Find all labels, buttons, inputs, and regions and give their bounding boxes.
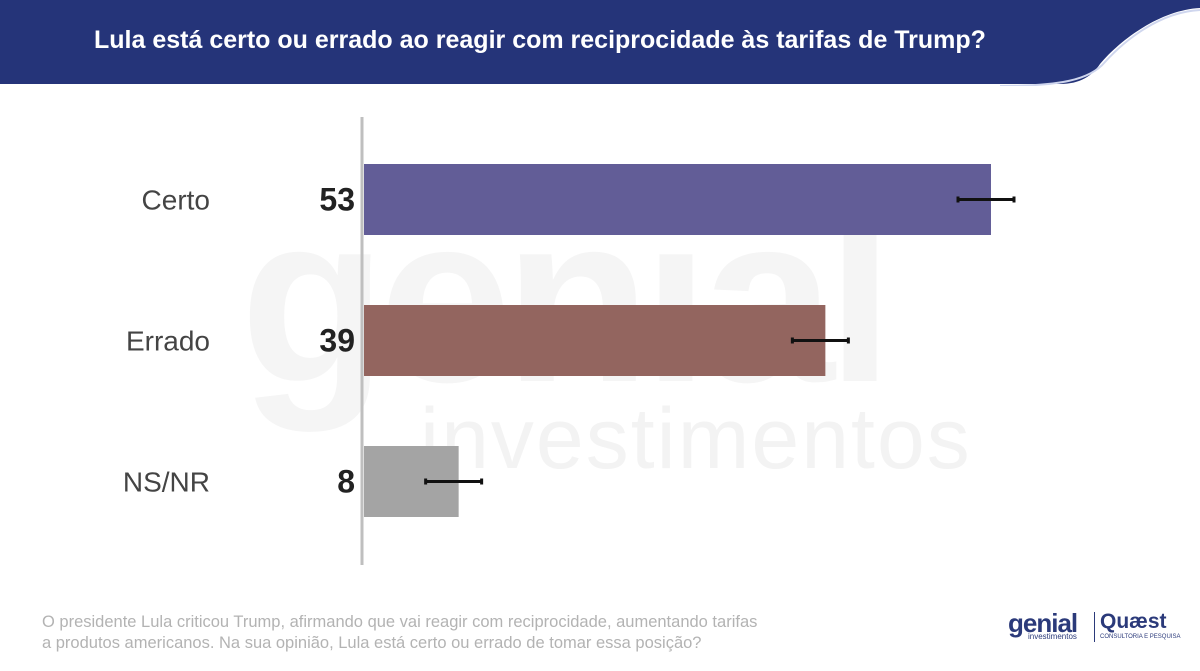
error-bar [790,337,850,344]
category-label: Certo [142,185,210,216]
logos: genial investimentos Quæst CONSULTORIA E… [1008,608,1181,648]
category-label: NS/NR [123,467,210,498]
category-label: Errado [126,326,210,357]
genial-logo-sub: investimentos [1028,632,1077,641]
value-label: 8 [337,464,355,500]
question-note-line2: a produtos americanos. Na sua opinião, L… [42,634,702,652]
chart-title: Lula está certo ou errado ao reagir com … [94,26,986,54]
question-note: O presidente Lula criticou Trump, afirma… [42,612,862,654]
error-bar [424,478,484,485]
question-note-line1: O presidente Lula criticou Trump, afirma… [42,613,758,631]
bar-certo [364,164,991,235]
quaest-logo: Quæst [1100,610,1167,633]
error-bar [956,196,1016,203]
value-label: 53 [319,182,355,218]
quaest-logo-sub: CONSULTORIA E PESQUISA [1100,634,1181,640]
header-banner: Lula está certo ou errado ao reagir com … [0,0,1200,86]
bar-errado [364,305,826,376]
header-background [0,0,1200,86]
genial-logo: genial [1008,608,1078,638]
value-label: 39 [319,323,355,359]
logo-divider [1094,612,1095,642]
